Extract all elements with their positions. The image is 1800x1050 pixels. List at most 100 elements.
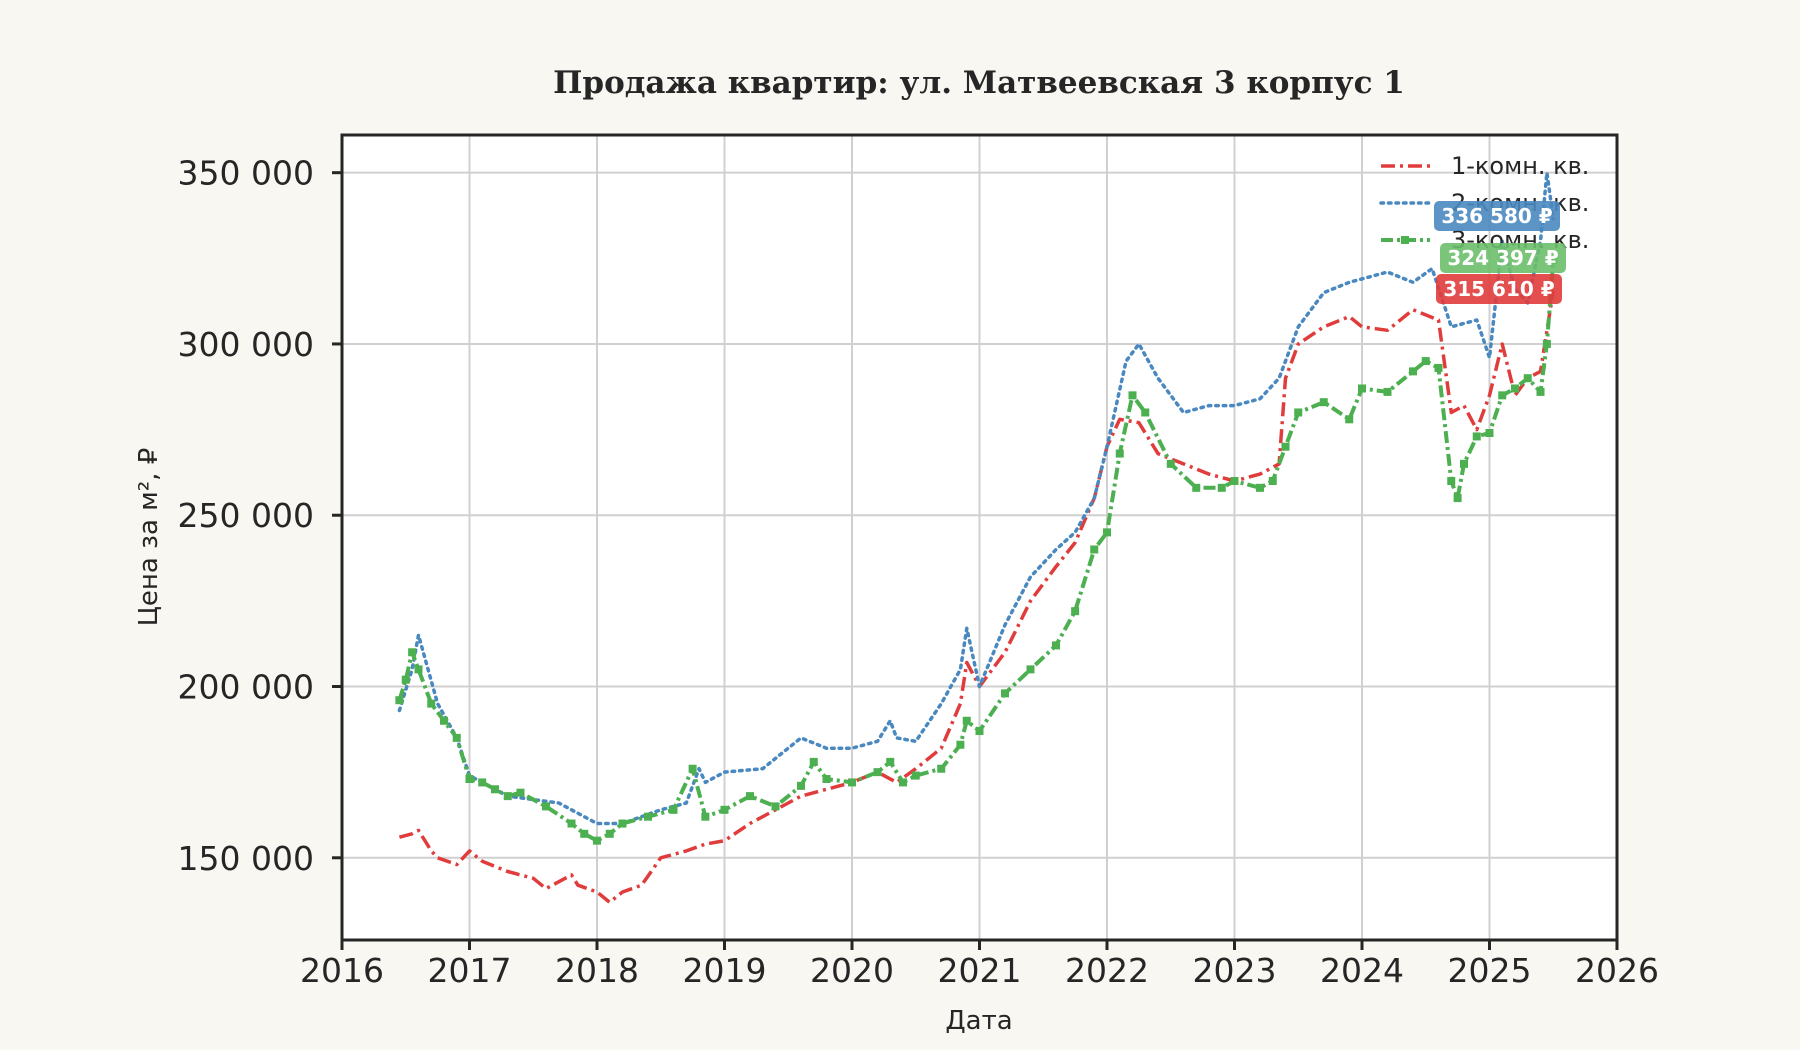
series-point-3 bbox=[1498, 391, 1507, 400]
chart-title: Продажа квартир: ул. Матвеевская 3 корпу… bbox=[553, 65, 1405, 101]
series-point-3 bbox=[605, 829, 614, 838]
series-point-3 bbox=[1460, 459, 1468, 468]
series-point-3 bbox=[440, 716, 448, 725]
series-point-3 bbox=[491, 785, 499, 794]
series-point-3 bbox=[771, 802, 780, 811]
series-point-3 bbox=[465, 775, 474, 783]
series-point-3 bbox=[1472, 432, 1481, 441]
series-layer bbox=[395, 170, 1558, 905]
end-badge-bg-1 bbox=[1434, 201, 1560, 231]
end-badge-text-1: 336 580 ₽ bbox=[1441, 204, 1552, 228]
legend-marker-3 bbox=[1401, 236, 1409, 244]
series-point-3 bbox=[414, 665, 423, 674]
series-point-3 bbox=[937, 764, 946, 773]
series-point-3 bbox=[1192, 483, 1201, 492]
series-point-3 bbox=[1523, 374, 1532, 383]
series-point-3 bbox=[1294, 408, 1303, 417]
series-point-3 bbox=[1026, 665, 1035, 674]
series-point-3 bbox=[1536, 387, 1545, 396]
series-point-3 bbox=[452, 733, 461, 742]
x-tick-label: 2016 bbox=[300, 951, 384, 990]
y-tick-label: 150 000 bbox=[178, 839, 314, 878]
series-point-3 bbox=[797, 781, 805, 790]
end-badge-bg-2 bbox=[1440, 243, 1566, 273]
x-tick-label: 2025 bbox=[1448, 951, 1532, 990]
series-point-3 bbox=[1281, 442, 1290, 451]
series-point-3 bbox=[503, 792, 512, 801]
series-point-3 bbox=[1358, 384, 1366, 393]
series-point-3 bbox=[1421, 357, 1430, 366]
series-point-3 bbox=[975, 727, 984, 736]
series-point-3 bbox=[401, 675, 410, 684]
series-point-3 bbox=[956, 740, 965, 749]
x-tick-label: 2019 bbox=[683, 951, 767, 990]
series-point-3 bbox=[1319, 398, 1328, 407]
series-point-3 bbox=[427, 699, 436, 708]
series-point-3 bbox=[911, 771, 920, 780]
series-point-3 bbox=[1090, 545, 1099, 554]
y-tick-label: 350 000 bbox=[178, 154, 314, 193]
series-point-3 bbox=[1071, 607, 1080, 616]
series-point-3 bbox=[669, 805, 678, 814]
series-point-3 bbox=[1217, 483, 1226, 492]
series-point-3 bbox=[1409, 367, 1417, 376]
series-point-3 bbox=[962, 716, 971, 725]
end-badge-text-3: 315 610 ₽ bbox=[1443, 277, 1554, 301]
series-point-3 bbox=[688, 764, 697, 773]
series-point-3 bbox=[618, 819, 627, 828]
series-point-3 bbox=[408, 648, 417, 657]
series-line-1 bbox=[398, 290, 1556, 905]
series-line-2 bbox=[397, 170, 1556, 826]
y-axis-label: Цена за м², ₽ bbox=[134, 448, 164, 627]
series-point-3 bbox=[1128, 391, 1137, 400]
series-point-3 bbox=[701, 812, 710, 821]
series-point-3 bbox=[644, 812, 652, 821]
series-point-3 bbox=[1453, 494, 1462, 503]
series-point-3 bbox=[1166, 459, 1175, 468]
series-point-3 bbox=[1001, 689, 1009, 698]
series-point-3 bbox=[899, 778, 907, 787]
legend-label-1: 1-комн. кв. bbox=[1451, 152, 1589, 180]
end-badge-text-2: 324 397 ₽ bbox=[1447, 246, 1558, 270]
series-point-3 bbox=[1268, 476, 1277, 485]
y-tick-label: 300 000 bbox=[178, 325, 314, 364]
x-tick-label: 2020 bbox=[810, 951, 894, 990]
x-tick-label: 2022 bbox=[1065, 951, 1149, 990]
x-tick-label: 2024 bbox=[1320, 951, 1404, 990]
series-point-3 bbox=[1434, 363, 1443, 372]
series-point-3 bbox=[580, 829, 589, 838]
series-point-3 bbox=[746, 792, 754, 801]
series-point-3 bbox=[1141, 408, 1150, 417]
end-badge-bg-3 bbox=[1436, 274, 1562, 304]
y-tick-label: 250 000 bbox=[178, 496, 314, 535]
series-point-3 bbox=[809, 757, 818, 766]
series-point-3 bbox=[886, 757, 895, 766]
series-point-3 bbox=[1115, 449, 1124, 458]
x-tick-label: 2026 bbox=[1575, 951, 1659, 990]
series-point-3 bbox=[1511, 384, 1519, 393]
series-point-3 bbox=[1447, 476, 1456, 485]
x-tick-label: 2018 bbox=[555, 951, 639, 990]
series-point-3 bbox=[1256, 483, 1264, 492]
series-point-3 bbox=[395, 696, 404, 705]
end-value-badges: 336 580 ₽ 324 397 ₽ 315 610 ₽ bbox=[1434, 201, 1566, 304]
series-point-3 bbox=[1052, 641, 1060, 650]
x-axis-label: Дата bbox=[945, 1006, 1012, 1036]
series-point-3 bbox=[1345, 415, 1354, 424]
axis-ticks: 2016 2017 2018 2019 2020 2021 2022 2023 2024 2025… bbox=[178, 154, 1659, 990]
series-point-3 bbox=[1103, 528, 1111, 537]
series-point-3 bbox=[1485, 429, 1494, 438]
y-tick-label: 200 000 bbox=[178, 668, 314, 707]
series-point-3 bbox=[1542, 339, 1551, 348]
series-point-3 bbox=[822, 775, 831, 783]
series-point-3 bbox=[848, 778, 856, 787]
series-point-3 bbox=[593, 836, 601, 845]
series-point-3 bbox=[542, 802, 550, 811]
series-point-3 bbox=[873, 768, 882, 777]
series-point-3 bbox=[567, 819, 576, 828]
series-point-3 bbox=[720, 805, 729, 814]
series-point-3 bbox=[1383, 387, 1392, 396]
series-point-3 bbox=[516, 788, 525, 797]
x-tick-label: 2023 bbox=[1193, 951, 1277, 990]
